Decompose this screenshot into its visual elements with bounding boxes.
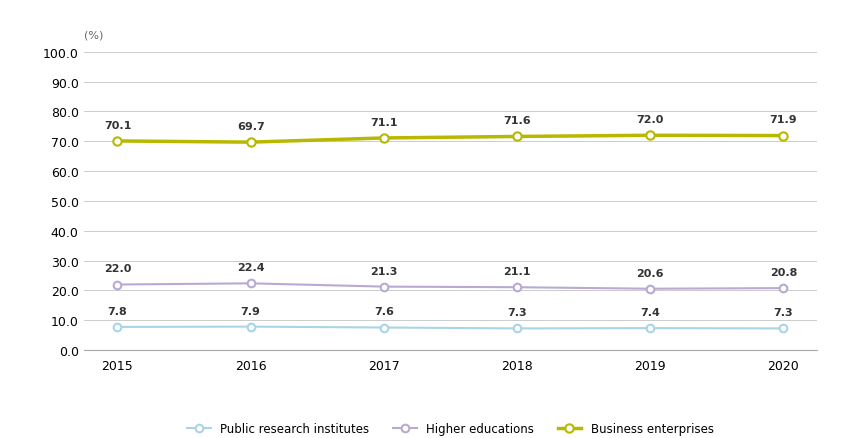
Higher educations bbox=[645, 286, 655, 292]
Business enterprises bbox=[246, 140, 256, 145]
Text: 71.6: 71.6 bbox=[504, 116, 530, 126]
Text: (%): (%) bbox=[84, 31, 104, 41]
Text: 70.1: 70.1 bbox=[104, 120, 131, 131]
Text: 22.0: 22.0 bbox=[104, 264, 131, 274]
Text: 7.3: 7.3 bbox=[774, 307, 793, 318]
Text: 7.8: 7.8 bbox=[108, 306, 127, 316]
Higher educations bbox=[778, 286, 788, 291]
Higher educations bbox=[512, 285, 522, 290]
Text: 22.4: 22.4 bbox=[237, 263, 264, 272]
Business enterprises bbox=[645, 133, 655, 138]
Text: 20.8: 20.8 bbox=[770, 267, 797, 277]
Text: 7.9: 7.9 bbox=[241, 306, 261, 316]
Line: Business enterprises: Business enterprises bbox=[114, 132, 787, 147]
Public research institutes bbox=[512, 326, 522, 331]
Text: 7.3: 7.3 bbox=[507, 307, 527, 318]
Text: 7.6: 7.6 bbox=[374, 307, 394, 317]
Business enterprises bbox=[512, 134, 522, 140]
Text: 71.9: 71.9 bbox=[770, 115, 797, 125]
Public research institutes bbox=[379, 325, 389, 330]
Business enterprises bbox=[778, 134, 788, 139]
Text: 72.0: 72.0 bbox=[637, 115, 664, 125]
Text: 69.7: 69.7 bbox=[237, 122, 264, 132]
Text: 20.6: 20.6 bbox=[637, 268, 664, 278]
Public research institutes bbox=[778, 326, 788, 331]
Text: 71.1: 71.1 bbox=[370, 117, 397, 127]
Text: 21.3: 21.3 bbox=[370, 266, 397, 276]
Public research institutes bbox=[113, 325, 123, 330]
Public research institutes bbox=[246, 324, 256, 329]
Higher educations bbox=[246, 281, 256, 286]
Business enterprises bbox=[113, 139, 123, 144]
Legend: Public research institutes, Higher educations, Business enterprises: Public research institutes, Higher educa… bbox=[183, 417, 718, 438]
Public research institutes bbox=[645, 326, 655, 331]
Higher educations bbox=[379, 284, 389, 290]
Line: Higher educations: Higher educations bbox=[114, 280, 787, 293]
Text: 7.4: 7.4 bbox=[640, 307, 660, 317]
Business enterprises bbox=[379, 136, 389, 141]
Line: Public research institutes: Public research institutes bbox=[114, 323, 787, 332]
Text: 21.1: 21.1 bbox=[504, 266, 530, 276]
Higher educations bbox=[113, 282, 123, 287]
